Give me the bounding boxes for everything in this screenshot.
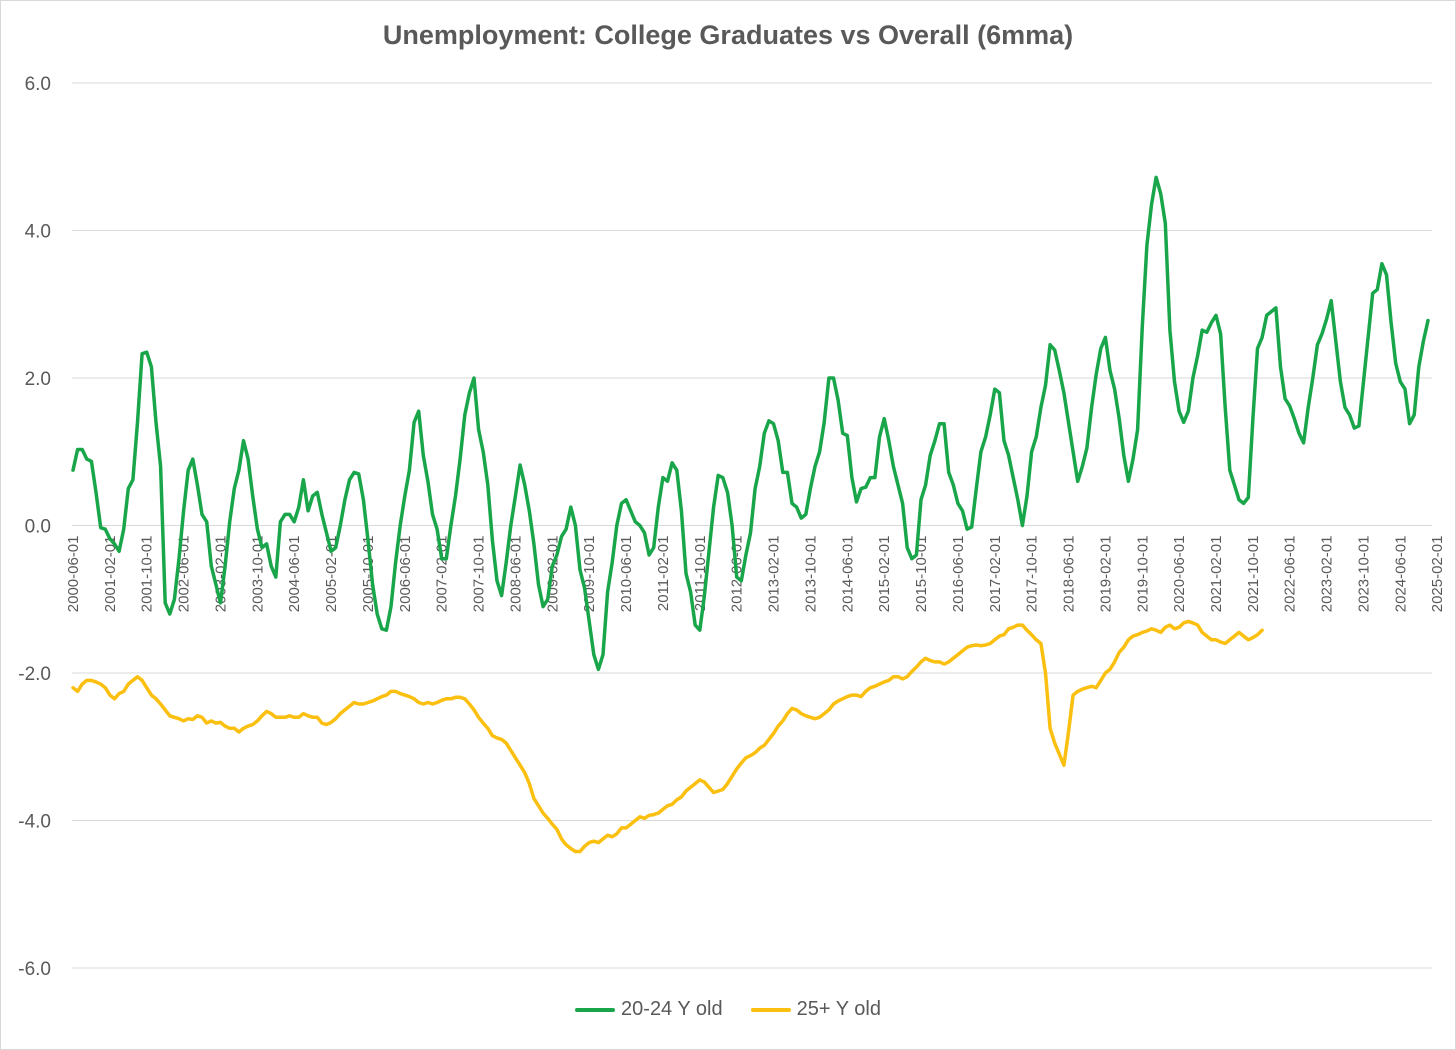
legend-label-series-2: 25+ Y old bbox=[796, 998, 881, 1020]
x-tick-label: 2021-02-01 bbox=[1208, 536, 1225, 613]
series-lines bbox=[71, 175, 1430, 854]
x-tick-label: 2000-06-01 bbox=[65, 536, 82, 613]
y-tick-label: -2.0 bbox=[18, 664, 51, 685]
y-tick-label: 4.0 bbox=[25, 222, 51, 243]
x-tick-label: 2003-10-01 bbox=[249, 536, 266, 613]
x-tick-label: 2023-02-01 bbox=[1319, 536, 1336, 613]
x-tick-label: 2010-06-01 bbox=[618, 536, 635, 613]
chart-title: Unemployment: College Graduates vs Overa… bbox=[382, 20, 1074, 50]
x-tick-label: 2024-06-01 bbox=[1392, 536, 1409, 613]
x-tick-label: 2006-06-01 bbox=[397, 536, 414, 613]
series-line-1 bbox=[71, 175, 1430, 672]
y-tick-label: -6.0 bbox=[18, 959, 51, 980]
gridlines bbox=[72, 82, 1432, 969]
x-tick-label: 2014-06-01 bbox=[839, 536, 856, 613]
x-tick-label: 2001-02-01 bbox=[102, 536, 119, 613]
x-tick-label: 2009-10-01 bbox=[581, 536, 598, 613]
x-tick-label: 2016-06-01 bbox=[950, 536, 967, 613]
y-tick-label: 6.0 bbox=[25, 74, 51, 95]
x-tick-label: 2013-02-01 bbox=[766, 536, 783, 613]
x-tick-label: 2025-02-01 bbox=[1429, 536, 1446, 613]
legend-label-series-1: 20-24 Y old bbox=[621, 998, 723, 1020]
x-axis-ticks: 2000-06-01 2001-02-01 2001-10-01 2002-06-01… bbox=[65, 536, 1446, 613]
x-tick-label: 2020-06-01 bbox=[1171, 536, 1188, 613]
y-axis-ticks: 6.0 4.0 2.0 0.0 -2.0 -4.0 -6.0 bbox=[18, 74, 51, 980]
x-tick-label: 2021-10-01 bbox=[1245, 536, 1262, 613]
x-tick-label: 2017-10-01 bbox=[1024, 536, 1041, 613]
x-tick-label: 2017-02-01 bbox=[987, 536, 1004, 613]
y-tick-label: 2.0 bbox=[25, 369, 51, 390]
x-tick-label: 2008-06-01 bbox=[507, 536, 524, 613]
legend-swatch-series-2 bbox=[750, 1007, 791, 1012]
x-tick-label: 2018-06-01 bbox=[1061, 536, 1078, 613]
y-tick-label: -4.0 bbox=[18, 812, 51, 833]
x-tick-label: 2001-10-01 bbox=[139, 536, 156, 613]
x-tick-label: 2011-02-01 bbox=[655, 536, 672, 612]
x-tick-label: 2007-10-01 bbox=[471, 536, 488, 613]
legend-swatch-series-1 bbox=[575, 1007, 616, 1012]
x-tick-label: 2022-06-01 bbox=[1282, 536, 1299, 613]
series-line-2 bbox=[71, 619, 1264, 854]
x-tick-label: 2013-10-01 bbox=[802, 536, 819, 613]
x-tick-label: 2004-06-01 bbox=[286, 536, 303, 613]
legend-item-series-2[interactable]: 25+ Y old bbox=[750, 998, 881, 1021]
legend-item-series-1[interactable]: 20-24 Y old bbox=[575, 998, 723, 1021]
x-tick-label: 2015-02-01 bbox=[876, 536, 893, 613]
x-tick-label: 2019-02-01 bbox=[1097, 536, 1114, 613]
y-tick-label: 0.0 bbox=[25, 517, 51, 538]
x-tick-label: 2023-10-01 bbox=[1355, 536, 1372, 613]
x-tick-label: 2019-10-01 bbox=[1134, 536, 1151, 613]
x-tick-label: 2005-02-01 bbox=[323, 536, 340, 613]
legend: 20-24 Y old 25+ Y old bbox=[0, 998, 1456, 1021]
